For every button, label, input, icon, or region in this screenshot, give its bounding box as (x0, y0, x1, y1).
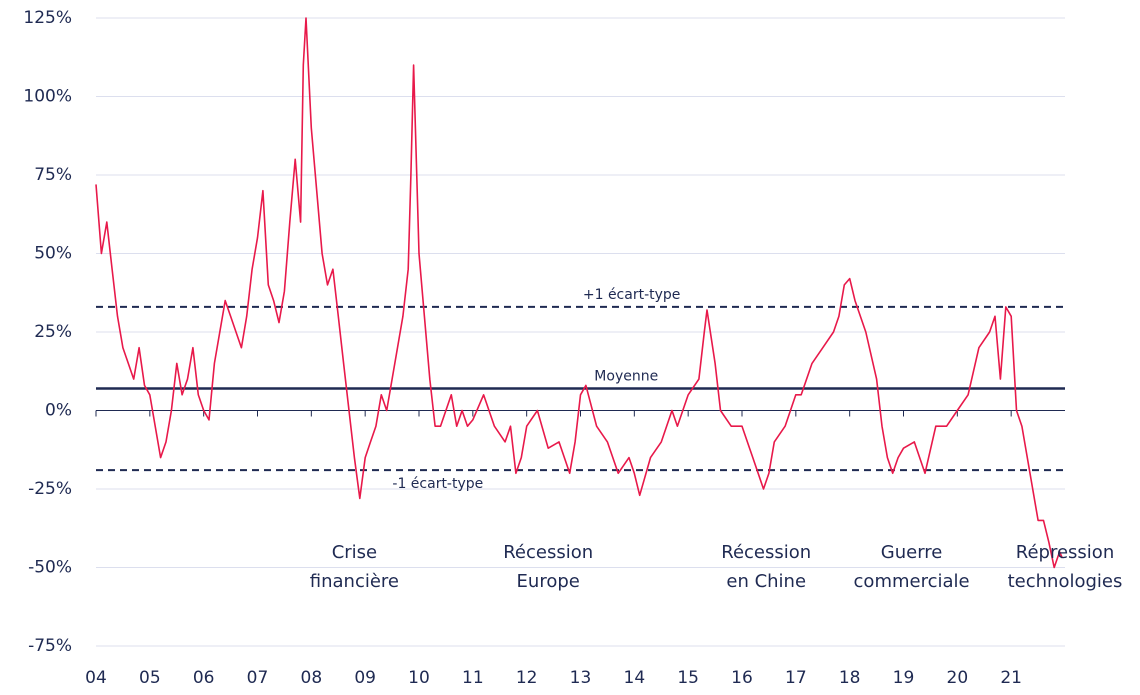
y-tick-label: 75% (34, 165, 72, 185)
x-tick-label: 06 (193, 668, 215, 688)
y-tick-label: 50% (34, 244, 72, 264)
x-tick-label: 13 (570, 668, 592, 688)
line-series (95, 17, 1064, 569)
event-label: Guerre (881, 542, 943, 563)
y-tick-label: 100% (23, 87, 72, 107)
y-tick-label: -25% (28, 479, 72, 499)
x-tick-label: 17 (785, 668, 807, 688)
event-label: Récession (721, 542, 811, 563)
x-tick-label: 12 (516, 668, 538, 688)
x-tick-label: 21 (1000, 668, 1022, 688)
y-tick-label: -50% (28, 558, 72, 578)
x-tick-label: 07 (247, 668, 269, 688)
y-tick-label: 125% (23, 8, 72, 28)
x-tick-label: 19 (893, 668, 915, 688)
x-tick-label: 08 (301, 668, 323, 688)
x-tick-label: 14 (624, 668, 646, 688)
x-tick-label: 05 (139, 668, 161, 688)
event-label: Crise (332, 542, 377, 563)
x-tick-label: 10 (408, 668, 430, 688)
x-tick-label: 20 (947, 668, 969, 688)
event-label: Europe (517, 571, 580, 592)
x-tick-label: 11 (462, 668, 484, 688)
x-tick-label: 15 (677, 668, 699, 688)
event-label: Récession (503, 542, 593, 563)
reference-label: Moyenne (594, 369, 658, 385)
y-tick-label: -75% (28, 636, 72, 656)
x-tick-label: 04 (85, 668, 107, 688)
event-label: en Chine (726, 571, 806, 592)
x-tick-label: 16 (731, 668, 753, 688)
x-tick-label: 18 (839, 668, 861, 688)
x-tick-label: 09 (354, 668, 376, 688)
reference-label: -1 écart-type (392, 476, 483, 492)
event-label: financière (310, 571, 399, 592)
reference-label: +1 écart-type (583, 287, 681, 303)
event-label: technologies (1008, 571, 1123, 592)
y-tick-label: 0% (45, 401, 72, 421)
event-label: Répression (1016, 542, 1114, 563)
event-label: commerciale (854, 571, 970, 592)
y-tick-label: 25% (34, 322, 72, 342)
